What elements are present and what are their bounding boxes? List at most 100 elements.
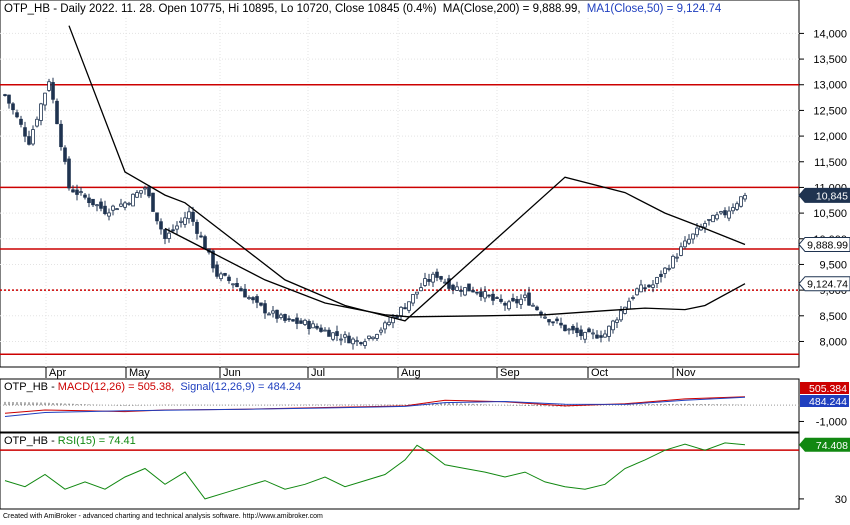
candle-body [111,205,115,211]
candle-body [707,218,711,221]
candle-body [215,264,219,277]
y-tick-label-8-500: 8,500 [819,311,847,323]
candle-body [139,190,143,194]
x-tick-label-sep: Sep [500,367,520,379]
candle-body [103,205,107,215]
candle-body [35,118,39,127]
candle-body [659,273,663,277]
candle-body [243,288,247,298]
candle-body [371,336,375,340]
candle-body [275,309,279,319]
candle-body [335,331,339,336]
candle-body [63,147,67,162]
x-tick-label-oct: Oct [591,367,608,379]
candle-body [703,223,707,228]
y-tick-label-8-000: 8,000 [819,336,847,348]
y-tick-label-12-000: 12,000 [813,131,847,143]
candle-body [251,297,255,301]
candle-body [455,286,459,291]
candle-body [451,284,455,291]
candle-body [291,319,295,322]
candle-body [203,236,207,250]
candle-body [499,298,503,302]
candle-body [575,327,579,334]
candle-body [375,333,379,339]
candle-body [383,322,387,330]
candle-body [115,208,119,211]
candle-body [271,310,275,314]
candle-body [523,294,527,298]
candle-body [711,214,715,223]
candle-body [643,287,647,290]
rsi-tick-label: 30 [835,494,847,506]
candle-body [407,301,411,311]
candle-body [555,318,559,322]
candle-body [339,338,343,341]
candle-body [163,229,167,239]
candle-body [323,329,327,332]
candle-body [187,211,191,220]
candle-body [515,299,519,304]
candle-body [39,103,43,121]
candle-body [567,328,571,331]
candle-body [719,211,723,214]
candle-body [623,306,627,314]
macd-title: OTP_HB - MACD(12,26) = 505.38, Signal(12… [4,381,301,393]
macd-value-box [800,395,849,407]
candle-body [67,158,71,189]
candle-body [363,341,367,346]
macd-series-1 [4,396,746,417]
macd-tick-label: -1,000 [816,416,847,428]
candle-body [75,189,79,195]
candle-body [319,327,323,332]
candle-body [563,324,567,332]
candle-body [359,342,363,345]
rsi-title: OTP_HB - RSI(15) = 74.41 [4,435,136,447]
price-panel[interactable] [0,0,800,368]
candle-body [411,294,415,304]
candle-body [3,94,7,96]
price-label-9-124-74: 9,124.74 [807,279,848,291]
candle-body [403,307,407,310]
candle-body [507,301,511,310]
candle-body [159,221,163,230]
candle-body [119,203,123,207]
candle-body [123,202,127,208]
candle-body [295,317,299,324]
rsi-series-line [4,442,746,500]
candle-body [519,298,523,305]
candle-body [127,202,131,205]
indicator-series [4,396,746,500]
candle-body [423,278,427,286]
candle-body [171,229,175,232]
candle-body [7,94,11,104]
candle-body [459,289,463,292]
y-tick-label-10-500: 10,500 [813,208,847,220]
candle-body [647,284,651,288]
candle-body [259,302,263,306]
candle-body [59,123,63,148]
candle-body [179,220,183,223]
candle-body [231,283,235,286]
candle-body [315,325,319,329]
candle-body [211,250,215,269]
x-tick-label-aug: Aug [401,367,421,379]
candle-body [331,332,335,340]
price-label-10-845: 10,845 [816,190,848,202]
candle-body [79,191,83,194]
candle-body [303,319,307,325]
moving-averages [68,25,746,322]
candle-body [491,293,495,301]
candle-body [723,210,727,216]
ma50-line [164,227,746,318]
candle-body [587,328,591,333]
candle-body [247,297,251,300]
macd-value-box [800,382,849,394]
candle-body [395,316,399,319]
candle-body [731,207,735,212]
candle-body [439,276,443,280]
candle-body [87,197,91,204]
rsi-panel[interactable] [0,432,800,510]
candlestick-series [3,77,747,350]
candle-body [599,335,603,338]
